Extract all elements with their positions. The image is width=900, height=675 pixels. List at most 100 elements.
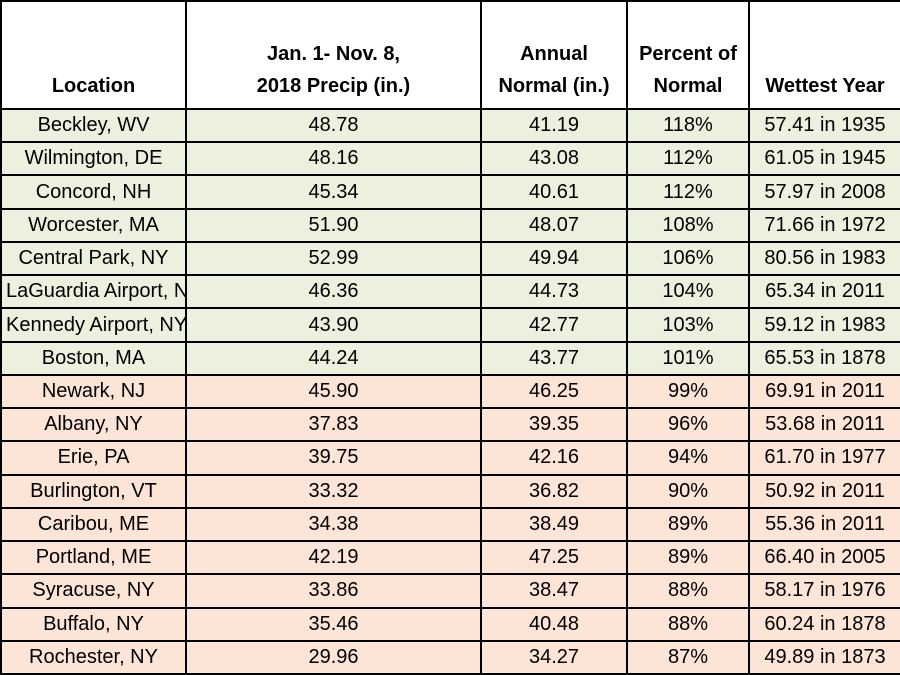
table-cell: 44.24 (185, 340, 482, 376)
table-cell: Buffalo, NY (0, 606, 187, 642)
table-cell: 42.77 (480, 307, 628, 343)
header-cell: Annual Normal (in.) (480, 0, 628, 110)
table-cell: 37.83 (185, 407, 482, 443)
table-cell: 112% (626, 141, 750, 177)
table-row: Albany, NY 37.83 39.35 96% 53.68 in 2011 (0, 407, 900, 443)
table-cell: 60.24 in 1878 (748, 606, 900, 642)
table-cell: 71.66 in 1972 (748, 207, 900, 243)
table-cell: 48.16 (185, 141, 482, 177)
table-cell: 33.86 (185, 573, 482, 609)
table-cell: 47.25 (480, 540, 628, 576)
header-cell: Location (0, 0, 187, 110)
table-cell: 35.46 (185, 606, 482, 642)
table-cell: 36.82 (480, 473, 628, 509)
table-cell: 88% (626, 573, 750, 609)
table-cell: 88% (626, 606, 750, 642)
table-cell: 57.97 in 2008 (748, 174, 900, 210)
table-cell: 52.99 (185, 240, 482, 277)
table-cell: 118% (626, 107, 750, 144)
table-cell: 34.27 (480, 639, 628, 675)
table-cell: 29.96 (185, 639, 482, 675)
table-cell: Caribou, ME (0, 506, 187, 543)
table-cell: 58.17 in 1976 (748, 573, 900, 609)
table-cell: 87% (626, 639, 750, 675)
header-text: Location (51, 75, 136, 97)
header-text: 2018 Precip (in.) (256, 75, 411, 97)
table-cell: 106% (626, 240, 750, 277)
table-cell: 103% (626, 307, 750, 343)
table-cell: Erie, PA (0, 440, 187, 476)
table-cell: 43.77 (480, 340, 628, 376)
table-row: Portland, ME 42.19 47.25 89% 66.40 in 2005 (0, 540, 900, 576)
table-cell: 48.07 (480, 207, 628, 243)
table-cell: Portland, ME (0, 540, 187, 576)
header-text: Jan. 1- Nov. 8, (266, 43, 400, 65)
table-cell: 61.70 in 1977 (748, 440, 900, 476)
table-row: Newark, NJ 45.90 46.25 99% 69.91 in 2011 (0, 373, 900, 410)
table-cell: Rochester, NY (0, 639, 187, 675)
table-cell: 34.38 (185, 506, 482, 543)
table-row: LaGuardia Airport, NY 46.36 44.73 104% 65.34… (0, 274, 900, 310)
table-cell: 43.08 (480, 141, 628, 177)
table-row: Boston, MA 44.24 43.77 101% 65.53 in 1878 (0, 340, 900, 376)
table-cell: 49.94 (480, 240, 628, 277)
table-cell: 38.49 (480, 506, 628, 543)
table-cell: 41.19 (480, 107, 628, 144)
table-cell: 69.91 in 2011 (748, 373, 900, 410)
table-row: Worcester, MA 51.90 48.07 108% 71.66 in 1972 (0, 207, 900, 243)
table-cell: 40.61 (480, 174, 628, 210)
table-cell: 94% (626, 440, 750, 476)
table-cell: 51.90 (185, 207, 482, 243)
table-cell: 42.16 (480, 440, 628, 476)
table-row: Beckley, WV 48.78 41.19 118% 57.41 in 1935 (0, 107, 900, 144)
table-header: Location Jan. 1- Nov. 8, 2018 Precip (in.)… (0, 0, 900, 110)
table-cell: 89% (626, 506, 750, 543)
header-text: Normal (653, 75, 723, 97)
table-cell: 46.25 (480, 373, 628, 410)
table-cell: 89% (626, 540, 750, 576)
header-text: Wettest Year (765, 75, 885, 97)
table-cell: Newark, NJ (0, 373, 187, 410)
table-row: Syracuse, NY 33.86 38.47 88% 58.17 in 1976 (0, 573, 900, 609)
table-row: Central Park, NY 52.99 49.94 106% 80.56 in 1… (0, 240, 900, 277)
table-row: Erie, PA 39.75 42.16 94% 61.70 in 1977 (0, 440, 900, 476)
table-cell: Central Park, NY (0, 240, 187, 277)
table-cell: 80.56 in 1983 (748, 240, 900, 277)
table-cell: 38.47 (480, 573, 628, 609)
table-cell: 112% (626, 174, 750, 210)
table-body: Beckley, WV 48.78 41.19 118% 57.41 in 1935 Wi… (0, 107, 900, 675)
table-cell: 90% (626, 473, 750, 509)
table-cell: 45.90 (185, 373, 482, 410)
header-text: Percent of (639, 43, 737, 65)
table-row: Concord, NH 45.34 40.61 112% 57.97 in 2008 (0, 174, 900, 210)
table-cell: Beckley, WV (0, 107, 187, 144)
table-cell: Concord, NH (0, 174, 187, 210)
table-cell: 39.75 (185, 440, 482, 476)
table-row: Caribou, ME 34.38 38.49 89% 55.36 in 2011 (0, 506, 900, 543)
header-cell: Jan. 1- Nov. 8, 2018 Precip (in.) (185, 0, 482, 110)
table-cell: 65.53 in 1878 (748, 340, 900, 376)
table-cell: Wilmington, DE (0, 141, 187, 177)
table-cell: 50.92 in 2011 (748, 473, 900, 509)
table-cell: Albany, NY (0, 407, 187, 443)
table-cell: 104% (626, 274, 750, 310)
table-cell: 46.36 (185, 274, 482, 310)
table-row: Kennedy Airport, NY 43.90 42.77 103% 59.12 i… (0, 307, 900, 343)
table-cell: 53.68 in 2011 (748, 407, 900, 443)
table-cell: 45.34 (185, 174, 482, 210)
table-row: Rochester, NY 29.96 34.27 87% 49.89 in 1873 (0, 639, 900, 675)
header-cell: Wettest Year (748, 0, 900, 110)
table-cell: Boston, MA (0, 340, 187, 376)
table-cell: Worcester, MA (0, 207, 187, 243)
table-cell: 101% (626, 340, 750, 376)
table-row: Buffalo, NY 35.46 40.48 88% 60.24 in 1878 (0, 606, 900, 642)
table-cell: 65.34 in 2011 (748, 274, 900, 310)
table-cell: Syracuse, NY (0, 573, 187, 609)
table-cell: 43.90 (185, 307, 482, 343)
table-cell: LaGuardia Airport, NY (0, 274, 187, 310)
table-cell: Burlington, VT (0, 473, 187, 509)
table-row: Wilmington, DE 48.16 43.08 112% 61.05 in 194… (0, 141, 900, 177)
table-cell: 61.05 in 1945 (748, 141, 900, 177)
table-cell: 66.40 in 2005 (748, 540, 900, 576)
